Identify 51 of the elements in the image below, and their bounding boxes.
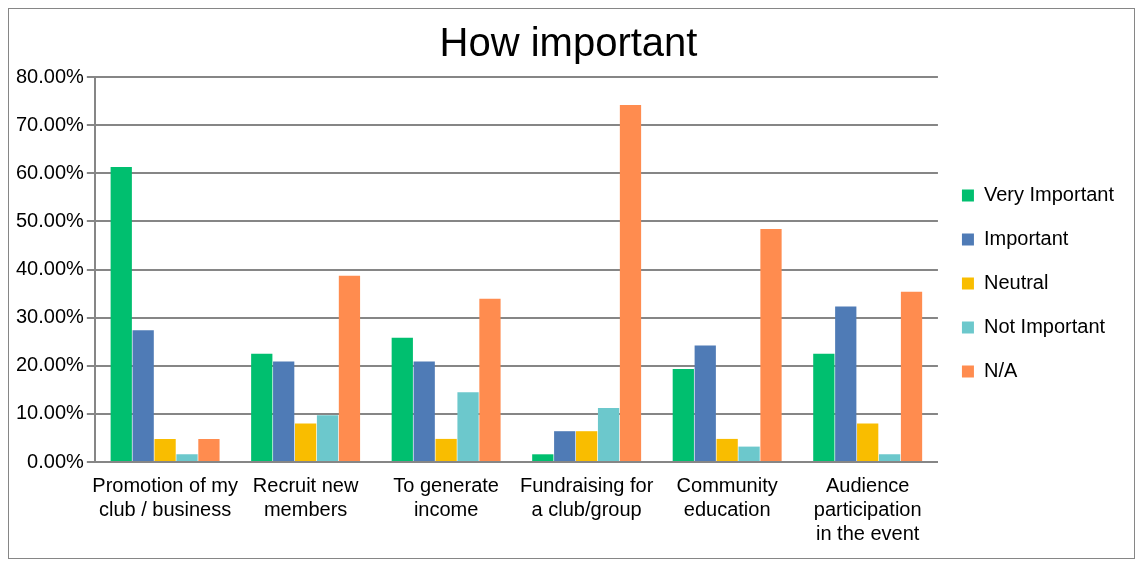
legend-label: N/A: [983, 359, 1018, 382]
legend-label: Very Important: [983, 183, 1115, 206]
bar: [716, 438, 738, 461]
bar: [532, 454, 554, 461]
bar: [813, 353, 835, 461]
bar: [457, 392, 479, 461]
y-tick-label: 70.00%: [15, 112, 85, 135]
bar: [479, 298, 501, 461]
bar: [132, 330, 154, 461]
x-tick-label: Fundraising for a club/group: [519, 473, 654, 520]
x-tick-label: Audience participation in the event: [813, 473, 922, 544]
bar: [435, 438, 457, 461]
bar: [597, 408, 620, 461]
legend-label: Not Important: [983, 315, 1106, 338]
bar: [878, 454, 901, 461]
y-tick-label: 10.00%: [15, 401, 85, 424]
bar: [554, 431, 576, 461]
x-tick-label: To generate income: [393, 473, 499, 520]
bar: [835, 306, 857, 461]
bar: [672, 369, 694, 461]
y-tick-label: 50.00%: [15, 208, 85, 231]
bar: [176, 454, 198, 461]
bar: [738, 446, 760, 461]
bar: [273, 361, 295, 461]
y-tick-label: 80.00%: [15, 64, 85, 87]
bar: [198, 438, 220, 461]
bar: [694, 345, 716, 461]
bar: [619, 104, 642, 461]
y-tick-label: 60.00%: [15, 160, 85, 183]
bar: [251, 353, 273, 461]
bar: [900, 291, 923, 461]
legend-label: Neutral: [983, 271, 1049, 294]
bar: [413, 361, 435, 461]
y-tick-label: 0.00%: [27, 449, 85, 472]
bar: [316, 415, 339, 461]
legend-label: Important: [983, 227, 1069, 250]
x-tick-label: Recruit new members: [252, 473, 359, 520]
bar: [760, 229, 782, 461]
bar: [576, 431, 598, 461]
bar: [391, 337, 413, 461]
x-tick-label: Community education: [676, 473, 778, 520]
bar: [857, 423, 879, 461]
x-tick-label: Promotion of my club / business: [92, 473, 238, 520]
bar: [338, 275, 361, 461]
y-tick-label: 30.00%: [15, 305, 85, 328]
chart-title: How important: [439, 20, 698, 65]
bar: [294, 423, 317, 461]
y-tick-label: 40.00%: [15, 257, 85, 280]
y-tick-label: 20.00%: [15, 353, 85, 376]
bar: [110, 166, 132, 461]
bar: [154, 438, 176, 461]
